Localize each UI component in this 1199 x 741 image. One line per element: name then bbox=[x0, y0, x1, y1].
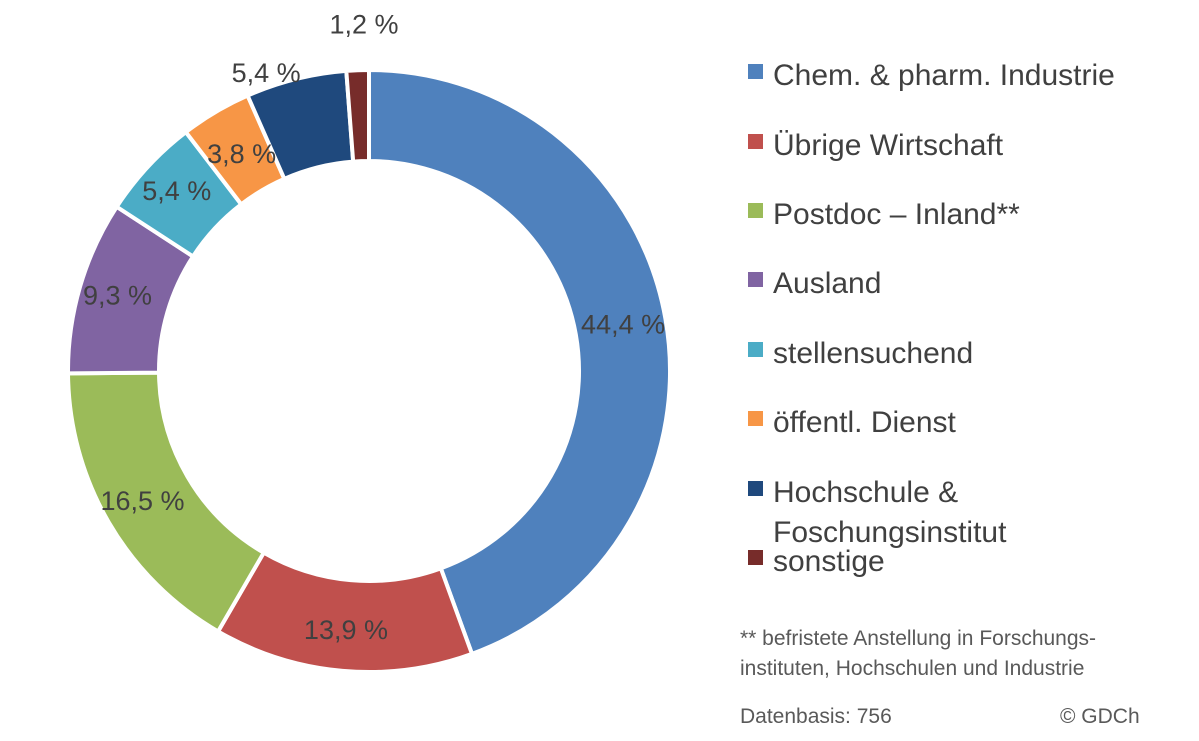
legend-item-oeffentl-dienst: öffentl. Dienst bbox=[748, 403, 1153, 443]
legend-swatch bbox=[748, 342, 763, 357]
legend-item-chem-pharm: Chem. & pharm. Industrie bbox=[748, 56, 1153, 96]
legend-swatch bbox=[748, 203, 763, 218]
donut-slice bbox=[367, 67, 672, 657]
legend-item-sonstige: sonstige bbox=[748, 542, 1153, 582]
data-basis: Datenbasis: 756 bbox=[740, 705, 892, 728]
slice-value-label: 13,9 % bbox=[304, 615, 388, 645]
footnote-line-2: instituten, Hochschulen und Industrie bbox=[740, 657, 1085, 680]
legend-label: Chem. & pharm. Industrie bbox=[773, 59, 1115, 92]
slice-value-label: 5,4 % bbox=[232, 58, 301, 88]
legend-label: sonstige bbox=[773, 545, 885, 578]
legend-swatch bbox=[748, 411, 763, 426]
legend-item-hochschule: Hochschule & Foschungsinstitut bbox=[748, 473, 1153, 553]
donut-slice bbox=[344, 67, 371, 164]
legend-item-ausland: Ausland bbox=[748, 264, 1153, 304]
donut-slice bbox=[215, 549, 475, 674]
slice-value-label: 16,5 % bbox=[100, 486, 184, 516]
legend-label: stellensuchend bbox=[773, 337, 974, 370]
legend-label: Übrige Wirtschaft bbox=[773, 129, 1004, 162]
legend-item-stellensuchend: stellensuchend bbox=[748, 334, 1153, 374]
legend-label: Postdoc – Inland** bbox=[773, 198, 1020, 231]
legend-swatch bbox=[748, 272, 763, 287]
legend-swatch bbox=[748, 134, 763, 149]
legend-item-postdoc-inland: Postdoc – Inland** bbox=[748, 195, 1153, 235]
legend-label: öffentl. Dienst bbox=[773, 406, 956, 439]
legend-swatch bbox=[748, 481, 763, 496]
legend-label: Hochschule & Foschungsinstitut bbox=[773, 476, 1007, 549]
legend-label: Ausland bbox=[773, 267, 882, 300]
slice-value-label: 44,4 % bbox=[581, 309, 665, 339]
copyright: © GDCh bbox=[1060, 705, 1140, 728]
slice-value-label: 5,4 % bbox=[142, 176, 211, 206]
footnote: ** befristete Anstellung in Forschungs- … bbox=[740, 624, 1190, 684]
donut-chart: 44,4 % 13,9 % 16,5 % 9,3 % 5,4 % 3,8 % 5,4 % 1,… bbox=[68, 9, 672, 674]
legend-item-uebrige-wirtschaft: Übrige Wirtschaft bbox=[748, 126, 1153, 166]
footnote-line-1: ** befristete Anstellung in Forschungs- bbox=[740, 627, 1097, 650]
slice-value-label: 3,8 % bbox=[207, 139, 276, 169]
legend-swatch bbox=[748, 64, 763, 79]
slice-value-label: 9,3 % bbox=[83, 281, 152, 311]
legend-swatch bbox=[748, 550, 763, 565]
slice-value-label: 1,2 % bbox=[329, 9, 398, 39]
